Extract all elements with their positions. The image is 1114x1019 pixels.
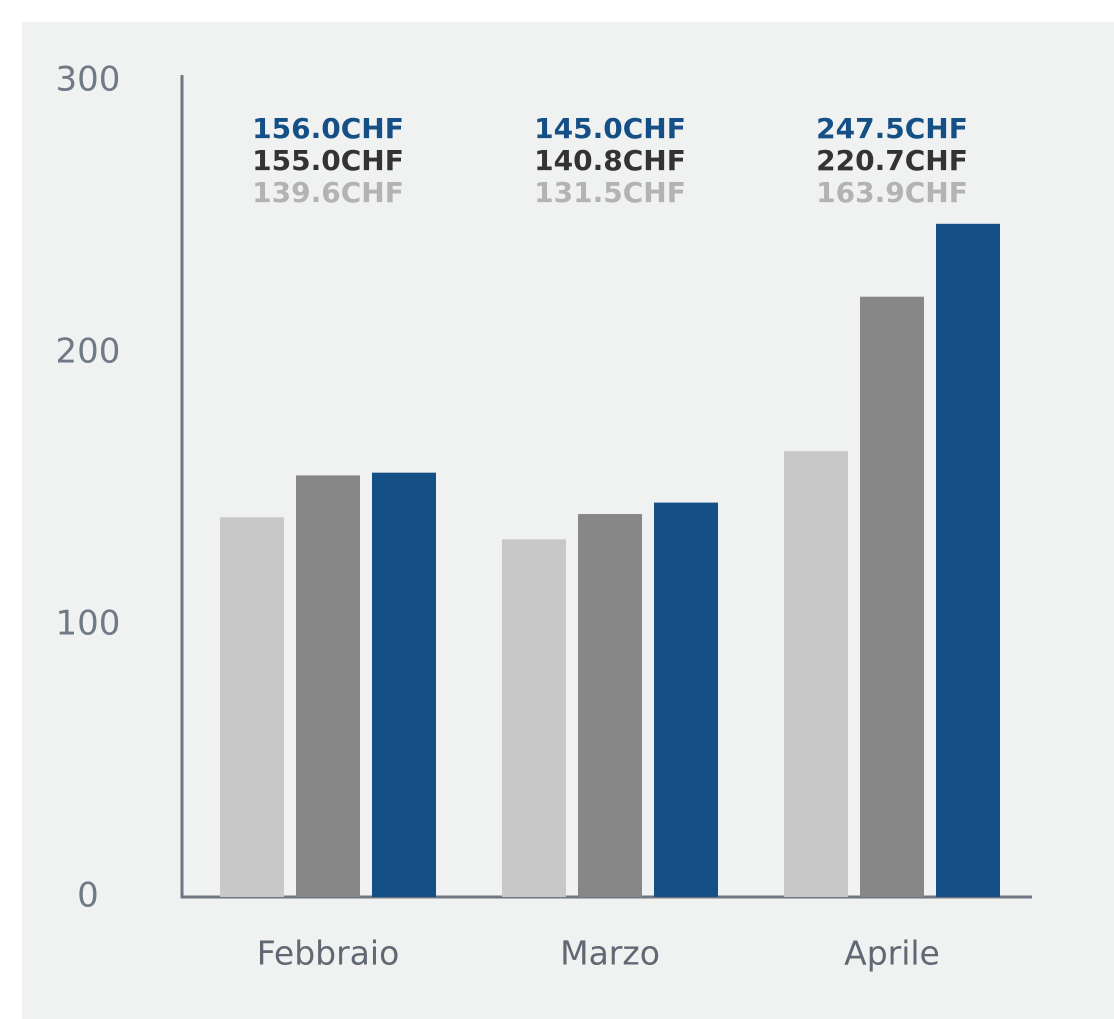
value-label: 220.7CHF: [816, 144, 968, 177]
bar: [860, 296, 924, 897]
y-tick-label: 300: [56, 60, 121, 100]
value-label: 140.8CHF: [534, 144, 686, 177]
bar: [502, 539, 566, 897]
bar: [220, 517, 284, 897]
bar: [296, 475, 360, 897]
bar: [654, 502, 718, 897]
y-tick-label: 200: [56, 332, 121, 372]
value-label: 155.0CHF: [252, 144, 404, 177]
value-label: 145.0CHF: [534, 112, 686, 145]
y-tick-label: 100: [56, 604, 121, 644]
panel: [22, 22, 1114, 1019]
bar: [372, 472, 436, 897]
value-label: 131.5CHF: [534, 176, 686, 209]
value-label: 163.9CHF: [816, 176, 968, 209]
bar: [578, 514, 642, 897]
value-label: 139.6CHF: [252, 176, 404, 209]
x-tick-label: Febbraio: [257, 934, 400, 973]
x-tick-label: Marzo: [560, 934, 660, 973]
x-tick-label: Aprile: [844, 934, 940, 973]
value-label: 156.0CHF: [252, 112, 404, 145]
bar: [784, 451, 848, 897]
value-label: 247.5CHF: [816, 112, 968, 145]
y-tick-label: 0: [77, 876, 99, 916]
bar: [936, 223, 1000, 898]
